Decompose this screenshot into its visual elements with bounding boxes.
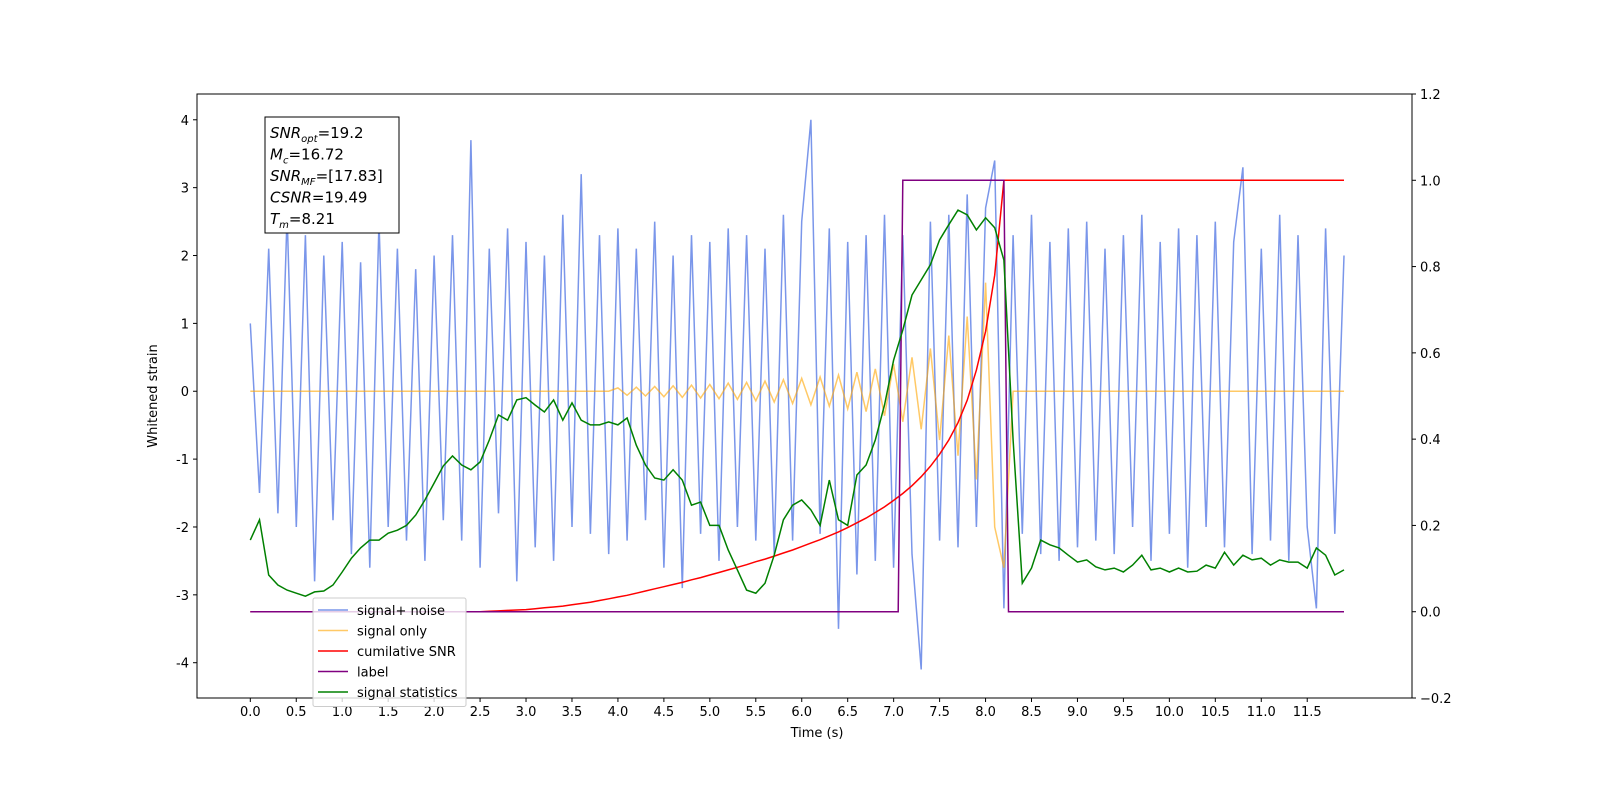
x-tick-label: 6.0 — [791, 705, 812, 720]
y2-tick-label: 0.0 — [1420, 606, 1441, 621]
legend: signal+ noise signal only cumilative SNR la… — [312, 597, 467, 707]
y2-tick-label: −0.2 — [1420, 692, 1452, 707]
info-box-frame — [264, 116, 400, 234]
info-value: =8.21 — [289, 210, 335, 228]
x-tick-label: 10.0 — [1155, 705, 1184, 720]
series-line — [249, 209, 1345, 598]
legend-label: cumilative SNR — [357, 645, 456, 660]
info-line: CSNR=19.49 — [270, 189, 367, 207]
y2-tick-label: 1.2 — [1420, 88, 1441, 103]
x-tick-label: 0.0 — [240, 705, 261, 720]
y2-tick-label: 0.4 — [1420, 433, 1441, 448]
y-tick-label: 2 — [181, 250, 189, 265]
info-symbol: SNR — [270, 124, 301, 142]
x-tick-label: 4.5 — [654, 705, 675, 720]
legend-label: signal statistics — [357, 686, 458, 701]
x-tick-label: 0.5 — [286, 705, 307, 720]
x-tick-label: 2.5 — [470, 705, 491, 720]
legend-label: label — [357, 666, 388, 681]
x-tick-label: 7.5 — [929, 705, 950, 720]
info-line: Tm=8.21 — [270, 210, 335, 231]
info-line: SNRMF=[17.83] — [270, 167, 383, 188]
info-subscript: opt — [301, 134, 318, 145]
info-line: Mc=16.72 — [270, 146, 344, 167]
y2-tick-label: 0.2 — [1420, 519, 1441, 534]
y2-tick-label: 0.6 — [1420, 347, 1441, 362]
info-subscript: m — [279, 220, 289, 231]
x-tick-label: 3.5 — [562, 705, 583, 720]
info-value: =19.2 — [318, 124, 364, 142]
x-tick-label: 7.0 — [883, 705, 904, 720]
info-line: SNRopt=19.2 — [270, 124, 364, 145]
x-tick-label: 4.0 — [608, 705, 629, 720]
y-tick-label: 4 — [181, 114, 189, 129]
y-tick-label: 3 — [181, 182, 189, 197]
x-tick-label: 5.5 — [745, 705, 766, 720]
series-line — [250, 282, 1344, 568]
y2-tick-label: 0.8 — [1420, 261, 1441, 276]
x-tick-label: 11.0 — [1247, 705, 1276, 720]
series-line — [249, 119, 1345, 670]
legend-label: signal only — [357, 625, 427, 640]
legend-label: signal+ noise — [357, 604, 445, 619]
info-subscript: MF — [301, 177, 316, 188]
y-tick-label: 0 — [181, 385, 189, 400]
y-tick-label: 1 — [181, 317, 189, 332]
x-tick-label: 9.0 — [1067, 705, 1088, 720]
info-value: =19.49 — [312, 189, 368, 207]
plot-frame — [196, 93, 1413, 699]
x-tick-label: 1.0 — [332, 705, 353, 720]
y-axis-label: Whitened strain — [146, 344, 161, 447]
y2-tick-label: 1.0 — [1420, 174, 1441, 189]
x-tick-label: 3.0 — [516, 705, 537, 720]
y-tick-label: -3 — [176, 589, 189, 604]
x-tick-label: 9.5 — [1113, 705, 1134, 720]
x-tick-label: 11.5 — [1293, 705, 1322, 720]
info-value: =16.72 — [288, 146, 344, 164]
info-symbol: T — [270, 210, 281, 228]
x-tick-label: 8.5 — [1021, 705, 1042, 720]
x-tick-label: 8.0 — [975, 705, 996, 720]
x-axis-label: Time (s) — [790, 726, 844, 741]
info-symbol: SNR — [270, 167, 301, 185]
info-subscript: c — [283, 156, 289, 167]
x-tick-label: 5.0 — [699, 705, 720, 720]
legend-frame — [312, 597, 467, 707]
y-tick-label: -4 — [176, 657, 189, 672]
series-line — [250, 179, 1344, 613]
info-symbol: CSNR — [270, 189, 312, 207]
info-value: =[17.83] — [316, 167, 383, 185]
x-tick-label: 1.5 — [378, 705, 399, 720]
y-tick-label: -2 — [176, 521, 189, 536]
y-tick-label: -1 — [176, 453, 189, 468]
x-tick-label: 2.0 — [424, 705, 445, 720]
x-tick-label: 10.5 — [1201, 705, 1230, 720]
info-symbol: M — [270, 146, 283, 164]
x-tick-label: 6.5 — [837, 705, 858, 720]
info-box: SNRopt=19.2Mc=16.72SNRMF=[17.83]CSNR=19.… — [264, 116, 400, 234]
